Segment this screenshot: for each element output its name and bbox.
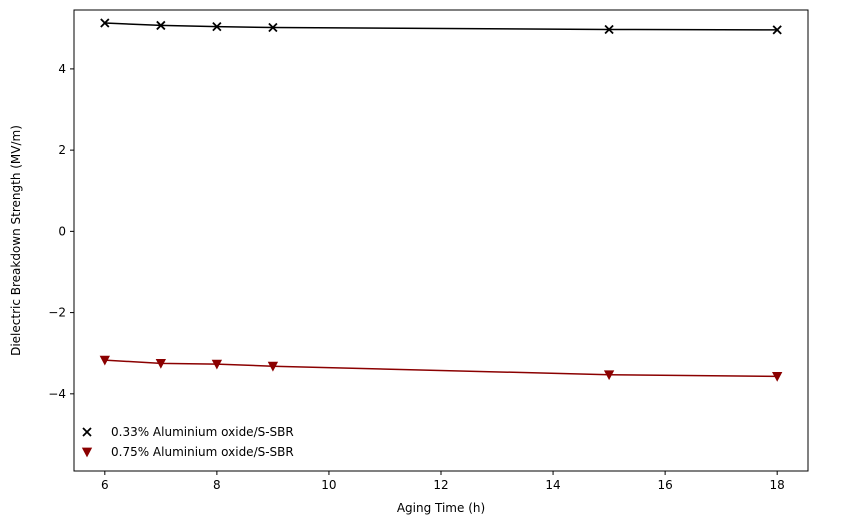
legend-label: 0.75% Aluminium oxide/S-SBR bbox=[111, 445, 294, 459]
x-marker-stroke bbox=[100, 18, 110, 28]
series-line bbox=[104, 359, 778, 378]
x-tick-label: 12 bbox=[433, 478, 448, 492]
y-tick-label: −4 bbox=[48, 387, 66, 401]
series-1 bbox=[100, 18, 782, 35]
x-tick-label: 8 bbox=[213, 478, 221, 492]
legend-marker bbox=[82, 427, 92, 437]
data-point bbox=[772, 25, 782, 35]
data-point bbox=[155, 358, 167, 369]
data-point bbox=[100, 18, 110, 28]
plot-frame bbox=[73, 9, 809, 472]
legend: 0.33% Aluminium oxide/S-SBR 0.75% Alumini… bbox=[81, 425, 294, 459]
x-marker-stroke bbox=[212, 22, 222, 32]
y-tick-label: 2 bbox=[58, 143, 66, 157]
data-point bbox=[604, 24, 614, 35]
series-2 bbox=[99, 355, 783, 382]
x-marker-stroke bbox=[772, 25, 782, 35]
x-axis: 6 8 10 12 14 16 18 bbox=[101, 471, 785, 492]
x-tick-label: 18 bbox=[770, 478, 785, 492]
data-point bbox=[99, 355, 110, 366]
x-tick-label: 16 bbox=[657, 478, 672, 492]
data-point bbox=[156, 20, 166, 31]
plot-area bbox=[73, 9, 809, 472]
x-tick-label: 14 bbox=[545, 478, 560, 492]
x-marker-stroke bbox=[82, 427, 92, 437]
legend-item: 0.75% Aluminium oxide/S-SBR bbox=[81, 445, 294, 459]
data-point bbox=[212, 22, 222, 32]
x-tick-label: 6 bbox=[101, 478, 109, 492]
legend-label: 0.33% Aluminium oxide/S-SBR bbox=[111, 425, 294, 439]
y-tick-label: 4 bbox=[58, 62, 66, 76]
x-marker-stroke bbox=[156, 20, 166, 31]
y-axis: −4 −2 0 2 4 bbox=[48, 62, 74, 401]
x-marker-stroke bbox=[604, 24, 614, 35]
data-point bbox=[267, 361, 279, 372]
legend-item: 0.33% Aluminium oxide/S-SBR bbox=[82, 425, 294, 439]
data-point bbox=[603, 370, 615, 381]
series-layer bbox=[99, 18, 783, 382]
x-axis-label: Aging Time (h) bbox=[397, 501, 485, 515]
data-point bbox=[268, 22, 278, 33]
y-tick-label: −2 bbox=[48, 306, 66, 320]
series-line bbox=[104, 22, 778, 31]
y-axis-label: Dielectric Breakdown Strength (MV/m) bbox=[9, 125, 23, 356]
x-tick-label: 10 bbox=[321, 478, 336, 492]
y-tick-label: 0 bbox=[58, 224, 66, 238]
data-point bbox=[772, 371, 783, 382]
x-marker-stroke bbox=[268, 22, 278, 33]
legend-marker bbox=[81, 447, 93, 458]
data-point bbox=[211, 359, 223, 370]
